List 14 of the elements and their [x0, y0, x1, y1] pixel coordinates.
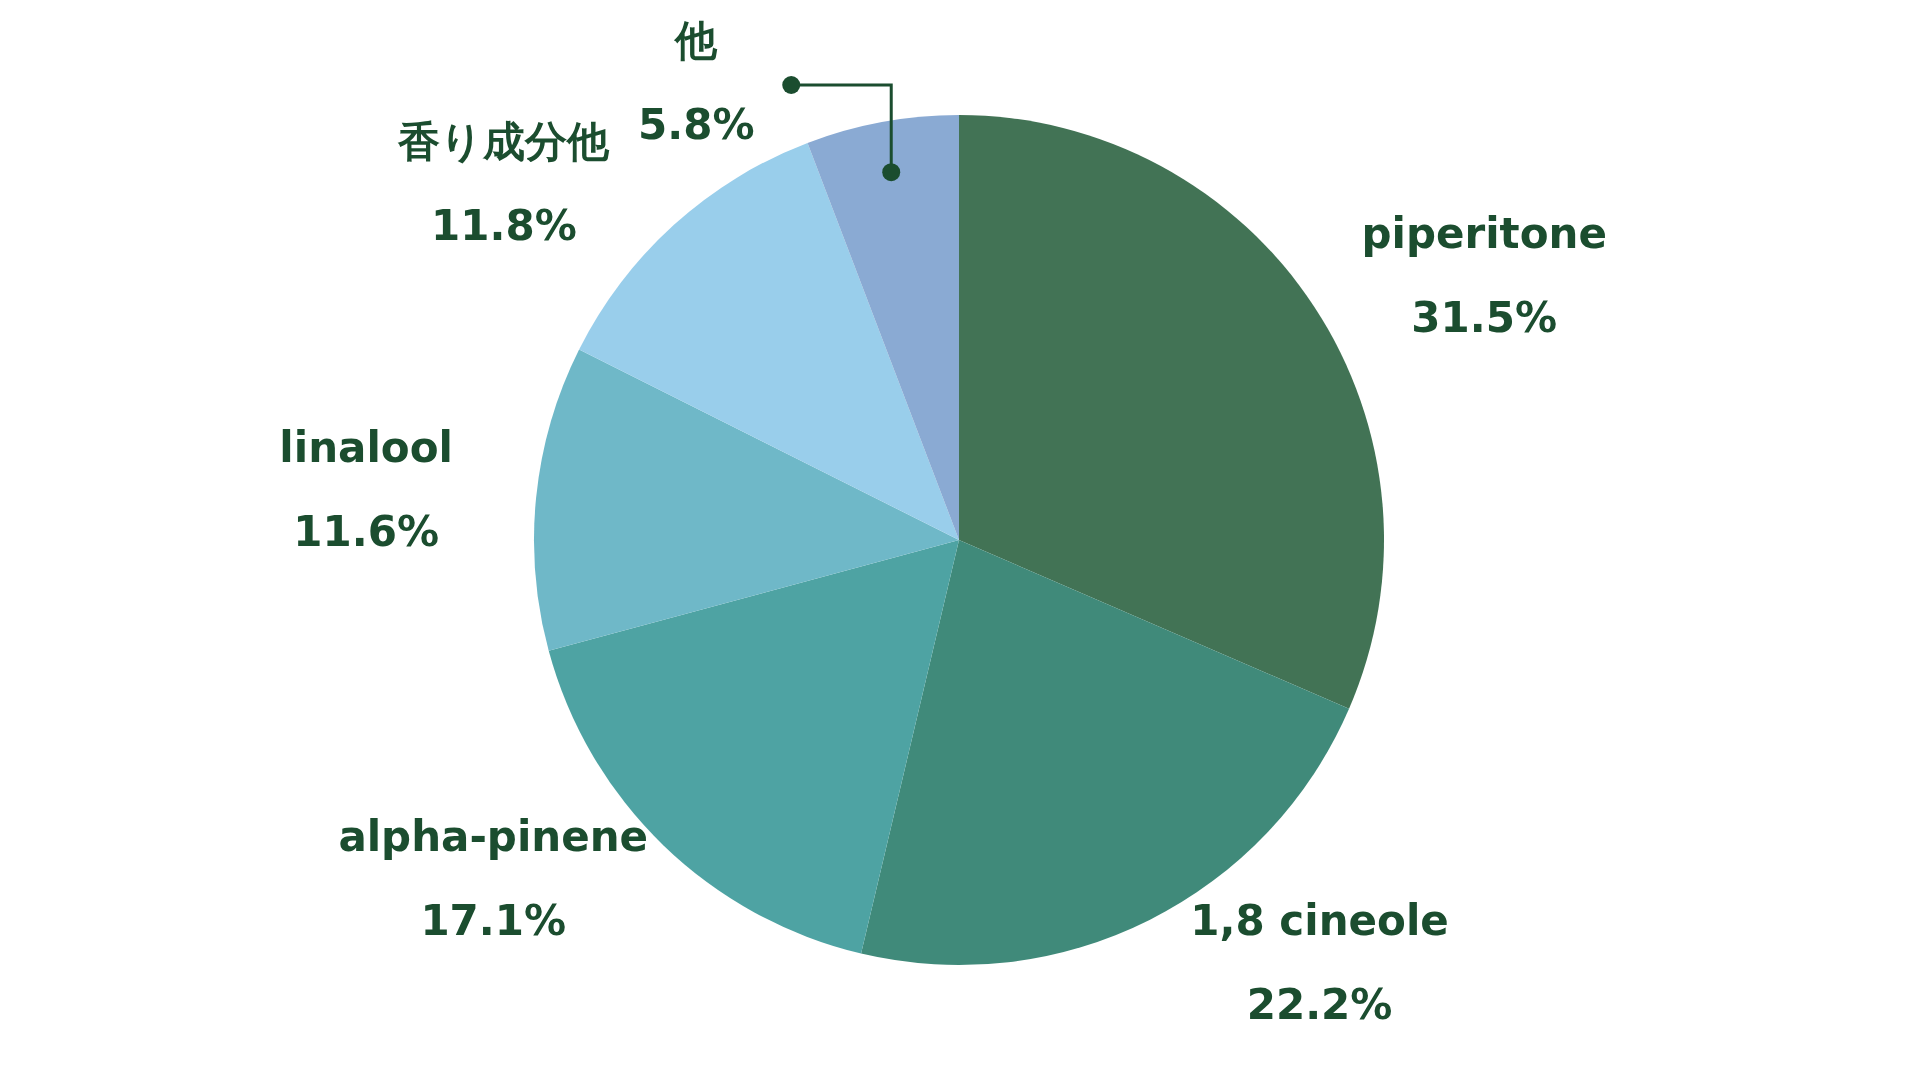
data-label: 31.5%	[1411, 293, 1558, 343]
slice-label: 他	[673, 15, 719, 65]
data-label: 11.8%	[431, 201, 577, 251]
slice-label: piperitone	[1361, 209, 1607, 259]
slice-label: linalool	[279, 422, 453, 472]
pie-slice	[534, 349, 959, 651]
slice-label: 香り成分他	[397, 117, 611, 167]
data-label: 5.8%	[637, 99, 755, 149]
slice-label: alpha-pinene	[338, 812, 649, 862]
data-label: 11.6%	[293, 506, 440, 556]
data-label: 17.1%	[420, 896, 567, 946]
pie-slice	[807, 115, 959, 540]
slice-label: 1,8 cineole	[1190, 895, 1449, 945]
data-label: 22.2%	[1246, 979, 1393, 1029]
